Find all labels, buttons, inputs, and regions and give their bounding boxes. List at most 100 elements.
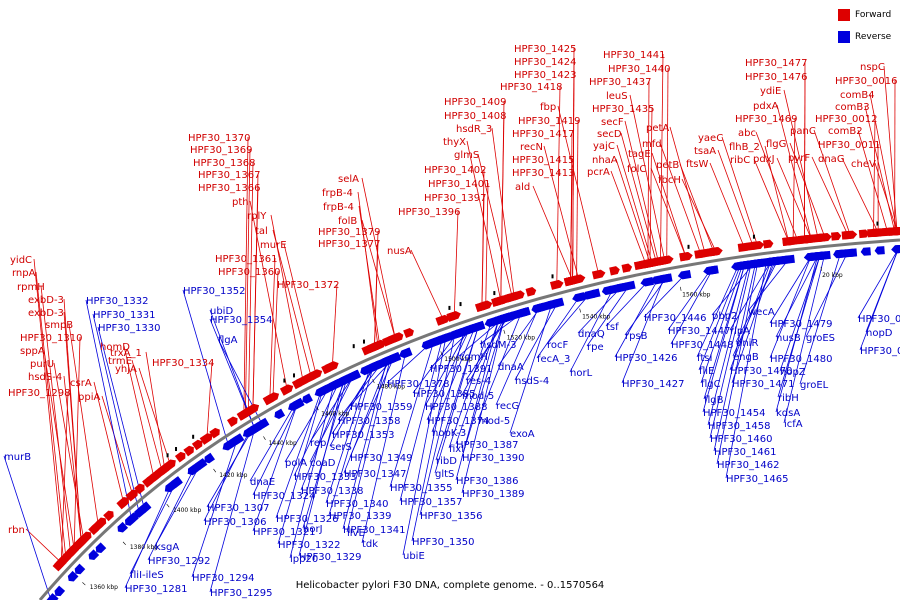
reverse-gene-label[interactable]: rocF (547, 340, 569, 351)
reverse-gene-label[interactable]: HPF30_1292 (148, 556, 210, 567)
reverse-gene-label[interactable]: exoA (510, 429, 535, 440)
forward-gene-label[interactable]: nusA (387, 246, 412, 257)
reverse-gene-label[interactable]: hsdS-4 (515, 376, 549, 387)
forward-gene-label[interactable]: flgG (766, 139, 786, 150)
reverse-gene-label[interactable]: HPF30_1331 (93, 310, 155, 321)
forward-gene-label[interactable]: HPF30_1419 (518, 116, 580, 127)
reverse-gene-label[interactable]: HPF30_1480 (770, 354, 832, 365)
forward-feature[interactable] (709, 246, 723, 256)
forward-gene-label[interactable]: HPF30_1424 (514, 57, 576, 68)
forward-gene-label[interactable]: tsaA (694, 146, 716, 157)
reverse-gene-label[interactable]: HPF30_1391 (430, 364, 492, 375)
forward-gene-label[interactable]: HPF30_1372 (277, 280, 339, 291)
forward-feature[interactable] (280, 382, 295, 395)
forward-gene-label[interactable]: csrA (70, 378, 92, 389)
forward-gene-label[interactable]: HPF30_1415 (512, 155, 574, 166)
forward-gene-label[interactable]: HPF30_1413 (512, 168, 574, 179)
reverse-gene-label[interactable]: hopZ (780, 367, 806, 378)
reverse-gene-label[interactable]: rlpA (730, 326, 750, 337)
forward-gene-label[interactable]: yajC (593, 141, 615, 152)
forward-gene-label[interactable]: HPF30_1334 (152, 358, 214, 369)
reverse-gene-label[interactable]: HPF30_1461 (714, 447, 776, 458)
forward-gene-label[interactable]: HPF30_1402 (424, 165, 486, 176)
reverse-gene-label[interactable]: HPF30_0020 (860, 346, 900, 357)
reverse-gene-label[interactable]: dnaE (250, 477, 275, 488)
reverse-gene-label[interactable]: fecA_3 (537, 354, 570, 365)
reverse-gene-label[interactable]: res-4 (466, 376, 491, 387)
forward-gene-label[interactable]: secD (597, 129, 622, 140)
reverse-gene-label[interactable]: dnaA (498, 362, 524, 373)
reverse-gene-label[interactable]: fliI-ileS (130, 570, 164, 581)
forward-gene-label[interactable]: secF (601, 117, 624, 128)
forward-gene-label[interactable]: fbcH (658, 175, 681, 186)
reverse-gene-label[interactable]: HPF30_1427 (622, 379, 684, 390)
reverse-gene-label[interactable]: hopD (866, 328, 893, 339)
forward-gene-label[interactable]: hsdR_3 (456, 124, 492, 135)
forward-gene-label[interactable]: HPF30_1435 (592, 104, 654, 115)
reverse-gene-label[interactable]: horJ (303, 524, 323, 535)
forward-gene-label[interactable]: HPF30_1423 (514, 70, 576, 81)
forward-gene-label[interactable]: mfd (642, 139, 662, 150)
reverse-gene-label[interactable]: HPF30_1340 (326, 499, 388, 510)
forward-gene-label[interactable]: abc (738, 128, 756, 139)
forward-gene-label[interactable]: HPF30_1368 (193, 158, 255, 169)
forward-gene-label[interactable]: HPF30_1440 (608, 64, 670, 75)
reverse-gene-label[interactable]: HPF30_1460 (710, 434, 772, 445)
forward-gene-label[interactable]: recN (520, 142, 543, 153)
forward-gene-label[interactable]: cheV (851, 159, 876, 170)
forward-gene-label[interactable]: yhjA (115, 364, 137, 375)
reverse-gene-label[interactable]: HPF30_1295 (210, 588, 272, 599)
reverse-gene-label[interactable]: dniR (736, 338, 758, 349)
reverse-gene-label[interactable]: HPF30_1471 (732, 379, 794, 390)
forward-gene-label[interactable]: HPF30_1361 (215, 254, 277, 265)
forward-gene-label[interactable]: tal (255, 226, 268, 237)
reverse-gene-label[interactable]: hsdM-3 (480, 340, 517, 351)
forward-gene-label[interactable]: HPF30_1369 (190, 145, 252, 156)
forward-gene-label[interactable]: nspC (860, 62, 885, 73)
reverse-gene-label[interactable]: HPF30_1357 (400, 497, 462, 508)
forward-gene-label[interactable]: HPF30_0012 (815, 114, 877, 125)
forward-feature[interactable] (592, 269, 606, 280)
reverse-gene-label[interactable]: nusB (776, 333, 801, 344)
forward-gene-label[interactable]: pdxJ (753, 154, 775, 165)
reverse-gene-label[interactable]: mod-5 (462, 391, 494, 402)
forward-gene-label[interactable]: frpB-4 (323, 202, 354, 213)
reverse-gene-label[interactable]: HPF30_1386 (456, 476, 518, 487)
reverse-gene-label[interactable]: HPF30_1356 (420, 511, 482, 522)
forward-gene-label[interactable]: fbp (540, 102, 556, 113)
reverse-gene-label[interactable]: ubiE (403, 551, 425, 562)
reverse-gene-label[interactable]: HPF30_1347 (344, 469, 406, 480)
reverse-gene-label[interactable]: HPF30_1426 (615, 353, 677, 364)
reverse-gene-label[interactable]: HPF30_1465 (726, 474, 788, 485)
reverse-gene-label[interactable]: flgC (701, 379, 721, 390)
forward-gene-label[interactable]: purU (30, 359, 54, 370)
reverse-gene-label[interactable]: gltS (435, 469, 454, 480)
reverse-gene-label[interactable]: HPF30_1390 (462, 453, 524, 464)
reverse-gene-label[interactable]: HPF30_1281 (125, 584, 187, 595)
forward-gene-label[interactable]: HPF30_1377 (318, 239, 380, 250)
forward-gene-label[interactable]: yidC (10, 255, 32, 266)
reverse-gene-label[interactable]: wecA (748, 307, 775, 318)
forward-gene-label[interactable]: HPF30_1367 (198, 170, 260, 181)
forward-gene-label[interactable]: HPF30_1366 (198, 183, 260, 194)
forward-gene-label[interactable]: HPF30_1310 (20, 333, 82, 344)
legend-reverse[interactable]: Reverse (838, 30, 891, 44)
forward-gene-label[interactable]: HPF30_1396 (398, 207, 460, 218)
forward-gene-label[interactable]: HPF30_1379 (318, 227, 380, 238)
reverse-gene-label[interactable]: HPF30_1350 (412, 537, 474, 548)
forward-feature[interactable] (819, 233, 833, 242)
legend-forward[interactable]: Forward (838, 8, 891, 22)
reverse-gene-label[interactable]: recG (496, 401, 519, 412)
reverse-gene-label[interactable]: engB (733, 352, 759, 363)
reverse-gene-label[interactable]: HPF30_1349 (350, 453, 412, 464)
reverse-gene-label[interactable]: kdsA (776, 408, 800, 419)
reverse-gene-label[interactable]: ilvE (347, 528, 365, 539)
forward-gene-label[interactable]: HPF30_1360 (218, 267, 280, 278)
reverse-feature[interactable] (891, 245, 900, 254)
reverse-gene-label[interactable]: HPF30_1332 (86, 296, 148, 307)
reverse-gene-label[interactable]: pbp2 (712, 311, 737, 322)
reverse-gene-label[interactable]: tdk (362, 539, 378, 550)
forward-feature[interactable] (679, 251, 693, 261)
forward-gene-label[interactable]: sppA (20, 346, 45, 357)
reverse-gene-label[interactable]: ribH (778, 393, 799, 404)
